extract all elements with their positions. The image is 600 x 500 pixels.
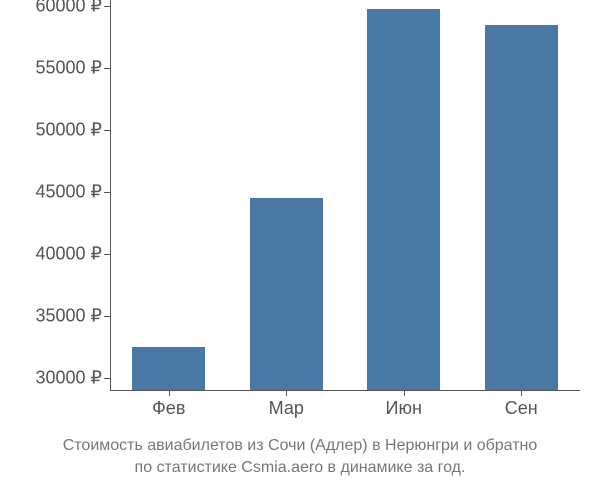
plot-area [110,0,580,390]
x-tick-mark [286,390,287,396]
x-tick-label: Мар [269,398,304,419]
chart-caption: Стоимость авиабилетов из Сочи (Адлер) в … [0,435,600,480]
y-tick-label: 45000 ₽ [35,181,102,202]
y-tick-label: 55000 ₽ [35,58,102,79]
chart-container: 30000 ₽ 35000 ₽ 40000 ₽ 45000 ₽ 50000 ₽ 55000… [0,0,600,420]
y-tick-label: 40000 ₽ [35,243,102,264]
x-tick-mark [169,390,170,396]
x-tick-label: Фев [152,398,185,419]
x-tick-label: Июн [386,398,422,419]
x-tick-mark [404,390,405,396]
y-tick-label: 60000 ₽ [35,0,102,17]
x-axis-line [110,390,580,391]
caption-line-1: Стоимость авиабилетов из Сочи (Адлер) в … [63,437,538,454]
bar [485,25,558,390]
x-tick-label: Сен [505,398,538,419]
x-tick-mark [521,390,522,396]
bar [250,198,323,390]
bar [367,9,440,390]
caption-line-2: по статистике Csmia.aero в динамике за г… [135,459,466,476]
y-tick-label: 35000 ₽ [35,305,102,326]
y-tick-label: 30000 ₽ [35,367,102,388]
bar [132,347,205,390]
y-tick-label: 50000 ₽ [35,120,102,141]
